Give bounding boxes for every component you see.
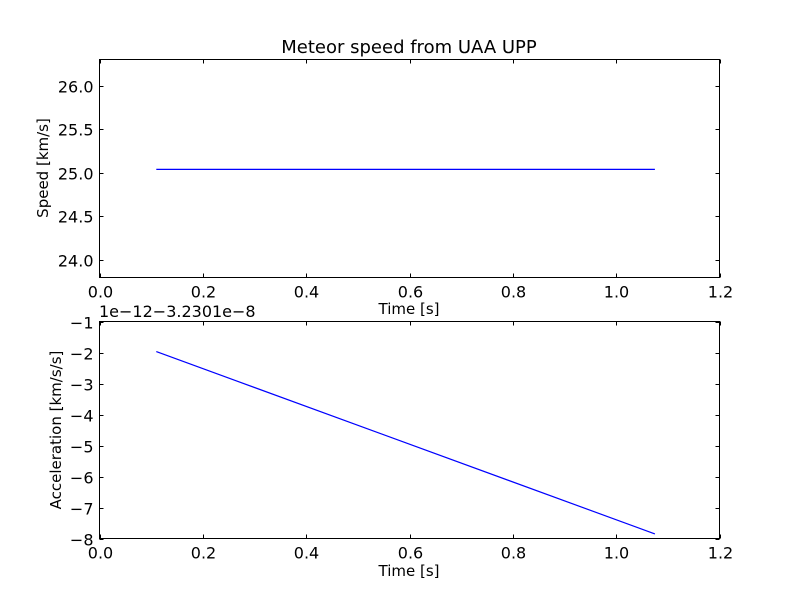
acceleration-ytick-label: −7: [70, 500, 94, 519]
acceleration-ytick-label: −4: [70, 407, 94, 426]
acceleration-xtick-label: 0.4: [294, 544, 319, 563]
acceleration-ytick-label: −6: [70, 469, 94, 488]
acceleration-xlabel: Time [s]: [378, 562, 440, 580]
speed-ylabel: Speed [km/s]: [34, 118, 52, 218]
speed-xtick-label: 0.8: [501, 283, 526, 302]
speed-plot-frame: [99, 59, 720, 278]
acceleration-offset-text: 1e−12−3.2301e−8: [99, 302, 256, 321]
speed-xtick-label: 0.0: [88, 283, 113, 302]
acceleration-ytick-label: −2: [70, 345, 94, 364]
speed-ytick-label: 24.0: [58, 252, 94, 271]
acceleration-ytick-label: −8: [70, 531, 94, 550]
acceleration-series: [156, 351, 656, 535]
acceleration-xtick-label: 0.6: [398, 544, 423, 563]
acceleration-xtick-label: 0.0: [88, 544, 113, 563]
speed-xlabel: Time [s]: [378, 300, 440, 318]
speed-ytick-label: 24.5: [58, 208, 94, 227]
speed-xtick-label: 0.2: [191, 283, 216, 302]
speed-xtick-label: 0.4: [294, 283, 319, 302]
acceleration-line: [156, 351, 656, 535]
speed-ytick-label: 25.5: [58, 121, 94, 140]
speed-chart-title: Meteor speed from UAA UPP: [281, 37, 537, 58]
acceleration-xtick-label: 1.2: [708, 544, 733, 563]
acceleration-ytick-label: −1: [70, 314, 94, 333]
acceleration-xtick-label: 1.0: [604, 544, 629, 563]
speed-xtick-label: 0.6: [398, 283, 423, 302]
speed-ticks: 0.0 0.2 0.4 0.6 0.8 1.0 1.2 24.0 24.5 25.0 25.5 26.…: [58, 59, 733, 302]
speed-ytick-label: 25.0: [58, 165, 94, 184]
acceleration-ytick-label: −5: [70, 438, 94, 457]
acceleration-chart: 0.0 0.2 0.4 0.6 0.8 1.0 1.2 −8 −7 −6 −5 −4 −3 −2 −1 1e…: [47, 302, 733, 580]
acceleration-xtick-label: 0.8: [501, 544, 526, 563]
speed-xtick-label: 1.0: [604, 283, 629, 302]
speed-xtick-label: 1.2: [708, 283, 733, 302]
speed-chart: Meteor speed from UAA UPP 0.0 0.2 0.4 0.6 0.…: [34, 37, 733, 318]
speed-ytick-label: 26.0: [58, 78, 94, 97]
acceleration-ylabel: Acceleration [km/s/s]: [47, 351, 65, 510]
acceleration-ticks: 0.0 0.2 0.4 0.6 0.8 1.0 1.2 −8 −7 −6 −5 −4 −3 −2 −1: [70, 314, 733, 563]
acceleration-plot-frame: [99, 321, 720, 539]
acceleration-ytick-label: −3: [70, 376, 94, 395]
acceleration-xtick-label: 0.2: [191, 544, 216, 563]
